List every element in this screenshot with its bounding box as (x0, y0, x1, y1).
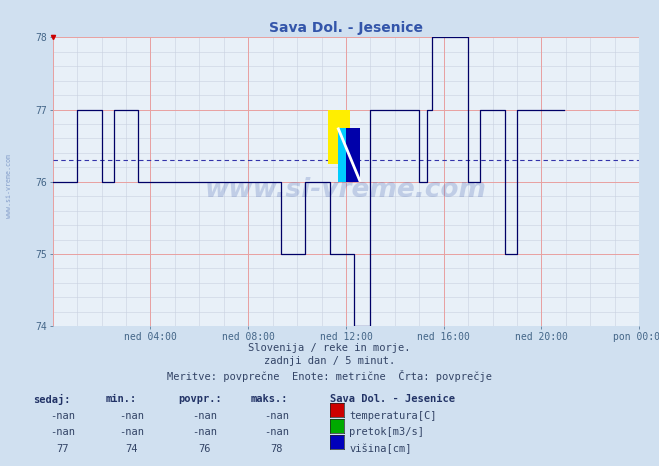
Bar (328, 110, 350, 164)
Text: Meritve: povprečne  Enote: metrične  Črta: povprečje: Meritve: povprečne Enote: metrične Črta:… (167, 370, 492, 383)
Bar (346, 128, 360, 182)
Text: -nan: -nan (50, 427, 75, 437)
Text: www.si-vreme.com: www.si-vreme.com (5, 154, 12, 219)
Text: višina[cm]: višina[cm] (349, 444, 412, 454)
Text: www.si-vreme.com: www.si-vreme.com (205, 178, 487, 203)
Text: -nan: -nan (192, 427, 217, 437)
Text: min.:: min.: (105, 394, 136, 404)
Text: maks.:: maks.: (250, 394, 288, 404)
Bar (338, 128, 360, 182)
Text: 76: 76 (198, 444, 210, 453)
Text: temperatura[C]: temperatura[C] (349, 411, 437, 421)
Text: -nan: -nan (192, 411, 217, 421)
Text: -nan: -nan (119, 427, 144, 437)
Text: Slovenija / reke in morje.: Slovenija / reke in morje. (248, 343, 411, 352)
Text: zadnji dan / 5 minut.: zadnji dan / 5 minut. (264, 356, 395, 366)
Text: -nan: -nan (119, 411, 144, 421)
Title: Sava Dol. - Jesenice: Sava Dol. - Jesenice (269, 21, 423, 35)
Text: povpr.:: povpr.: (178, 394, 221, 404)
Text: pretok[m3/s]: pretok[m3/s] (349, 427, 424, 437)
Text: 74: 74 (126, 444, 138, 453)
Text: -nan: -nan (50, 411, 75, 421)
Text: sedaj:: sedaj: (33, 394, 71, 405)
Text: -nan: -nan (264, 427, 289, 437)
Text: 78: 78 (271, 444, 283, 453)
Text: -nan: -nan (264, 411, 289, 421)
Text: 77: 77 (57, 444, 69, 453)
Text: Sava Dol. - Jesenice: Sava Dol. - Jesenice (330, 394, 455, 404)
